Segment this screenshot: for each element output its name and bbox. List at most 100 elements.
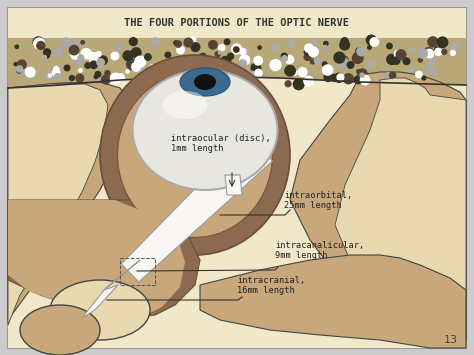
Circle shape (99, 56, 107, 65)
Circle shape (360, 75, 370, 84)
Circle shape (188, 77, 198, 87)
Circle shape (81, 40, 84, 44)
Circle shape (342, 56, 348, 62)
Circle shape (285, 81, 291, 87)
Circle shape (70, 47, 78, 54)
Circle shape (62, 38, 71, 47)
Circle shape (322, 62, 327, 66)
Circle shape (55, 50, 62, 57)
Circle shape (452, 43, 459, 50)
Ellipse shape (118, 72, 273, 237)
Circle shape (438, 37, 448, 48)
Circle shape (234, 47, 239, 52)
Circle shape (17, 66, 23, 72)
Text: 13: 13 (444, 335, 458, 345)
Circle shape (189, 37, 196, 44)
Circle shape (425, 64, 433, 72)
Circle shape (126, 70, 129, 73)
Circle shape (75, 40, 82, 48)
Circle shape (235, 80, 241, 86)
Circle shape (197, 82, 203, 88)
Circle shape (53, 69, 60, 76)
Circle shape (69, 45, 79, 55)
Circle shape (219, 51, 221, 54)
Circle shape (416, 71, 422, 78)
Circle shape (209, 40, 217, 49)
Text: THE FOUR PORTIONS OF THE OPTIC NERVE: THE FOUR PORTIONS OF THE OPTIC NERVE (125, 18, 349, 28)
Circle shape (425, 49, 434, 58)
Circle shape (89, 53, 100, 63)
Text: intracanalicular,
9mm length: intracanalicular, 9mm length (275, 241, 364, 260)
Circle shape (165, 52, 171, 58)
Circle shape (304, 49, 310, 55)
Circle shape (246, 71, 257, 82)
Circle shape (314, 58, 320, 64)
Circle shape (174, 41, 178, 45)
Circle shape (27, 71, 35, 78)
Circle shape (403, 58, 410, 65)
Circle shape (75, 56, 83, 65)
Circle shape (311, 40, 317, 46)
Circle shape (14, 62, 18, 66)
Circle shape (424, 48, 433, 56)
Circle shape (435, 48, 442, 55)
Circle shape (357, 70, 361, 73)
Circle shape (197, 81, 206, 90)
Circle shape (392, 57, 400, 64)
Circle shape (370, 38, 379, 46)
Circle shape (94, 73, 101, 81)
Circle shape (270, 60, 281, 71)
Circle shape (285, 59, 289, 62)
Circle shape (183, 70, 189, 75)
Circle shape (213, 64, 216, 67)
Circle shape (387, 43, 392, 49)
Circle shape (304, 76, 313, 86)
Circle shape (428, 67, 436, 75)
Circle shape (442, 49, 447, 54)
Circle shape (64, 65, 70, 71)
Circle shape (360, 73, 364, 77)
FancyBboxPatch shape (8, 8, 466, 348)
Circle shape (358, 69, 367, 78)
Circle shape (184, 38, 193, 47)
Polygon shape (8, 200, 200, 318)
Circle shape (324, 42, 328, 46)
Circle shape (123, 51, 133, 60)
Circle shape (281, 53, 287, 59)
Polygon shape (335, 78, 466, 340)
Circle shape (55, 73, 61, 80)
Circle shape (105, 71, 110, 76)
Circle shape (46, 73, 52, 79)
Polygon shape (8, 38, 466, 88)
Circle shape (228, 53, 234, 59)
Circle shape (390, 72, 396, 78)
Circle shape (171, 70, 178, 77)
Circle shape (101, 75, 110, 84)
Circle shape (131, 48, 141, 58)
Circle shape (78, 55, 84, 60)
Circle shape (219, 45, 225, 51)
Circle shape (215, 51, 220, 57)
Circle shape (44, 49, 51, 56)
Circle shape (177, 46, 184, 54)
Ellipse shape (100, 55, 290, 255)
Circle shape (232, 44, 242, 54)
Ellipse shape (180, 68, 230, 96)
Circle shape (240, 49, 246, 55)
Circle shape (292, 70, 297, 75)
Circle shape (37, 42, 45, 49)
Circle shape (322, 65, 333, 75)
Circle shape (116, 45, 122, 51)
Circle shape (182, 77, 193, 87)
Ellipse shape (20, 305, 100, 355)
Circle shape (293, 79, 304, 90)
Polygon shape (104, 260, 140, 290)
Polygon shape (121, 135, 273, 282)
Circle shape (87, 52, 93, 58)
Circle shape (385, 73, 391, 78)
Circle shape (285, 55, 293, 64)
Circle shape (199, 78, 204, 83)
Circle shape (255, 69, 262, 77)
Circle shape (134, 79, 141, 86)
Circle shape (246, 49, 249, 52)
